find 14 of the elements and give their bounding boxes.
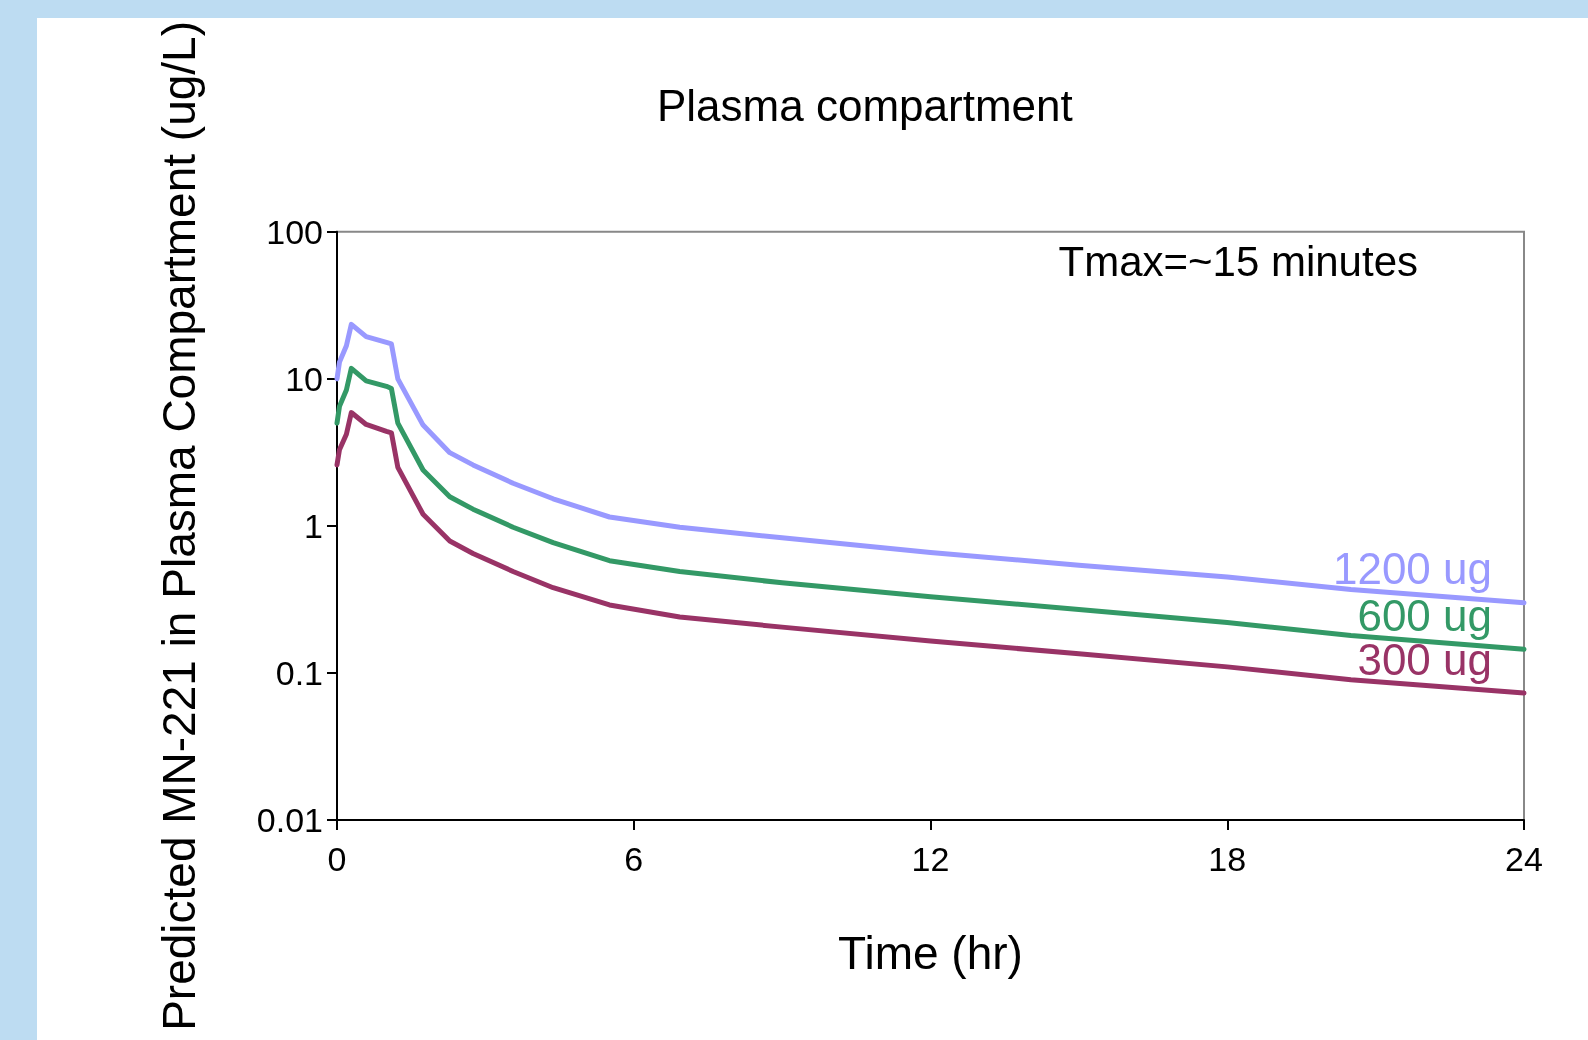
x-tick-label: 18 xyxy=(1208,840,1247,878)
x-tick-label: 0 xyxy=(327,840,347,878)
y-tick-label: 10 xyxy=(285,359,323,398)
x-axis-title: Time (hr) xyxy=(838,927,1023,979)
y-tick-label: 100 xyxy=(266,212,323,251)
y-tick-label: 0.01 xyxy=(256,801,323,839)
x-tick-label: 24 xyxy=(1505,840,1543,878)
x-tick-label: 12 xyxy=(911,840,950,878)
annotation: Tmax=~15 minutes xyxy=(1058,237,1419,285)
y-tick-label: 0.1 xyxy=(275,653,323,692)
y-axis-title: Predicted MN-221 in Plasma Compartment (ug/L) xyxy=(153,21,205,1031)
chart-title: Plasma compartment xyxy=(657,80,1073,130)
x-tick-label: 6 xyxy=(624,840,644,878)
y-tick-label: 1 xyxy=(304,506,323,545)
